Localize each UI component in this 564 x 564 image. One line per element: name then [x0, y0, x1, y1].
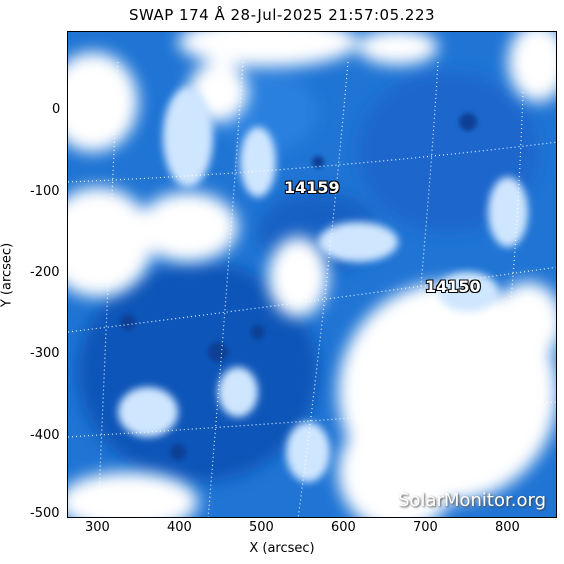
solar-euv-image — [68, 32, 556, 517]
solar-image-plot: 14159 14150 SolarMonitor.org — [67, 31, 557, 518]
y-tick-label: 0 — [52, 102, 61, 117]
watermark: SolarMonitor.org — [398, 490, 546, 511]
active-region-label: 14150 — [425, 277, 481, 296]
x-tick-label: 400 — [167, 520, 192, 535]
image-title: SWAP 174 Å 28-Jul-2025 21:57:05.223 — [128, 6, 436, 24]
y-axis-label: Y (arcsec) — [0, 242, 15, 308]
y-tick-label: -500 — [30, 506, 60, 521]
active-region-label: 14159 — [284, 178, 340, 197]
y-tick-label: -200 — [30, 265, 60, 280]
y-tick-label: -400 — [30, 428, 60, 443]
y-tick-label: -100 — [30, 184, 60, 199]
x-tick-label: 700 — [413, 520, 438, 535]
x-tick-label: 800 — [495, 520, 520, 535]
x-tick-label: 600 — [331, 520, 356, 535]
x-axis-label: X (arcsec) — [249, 541, 315, 556]
x-tick-label: 500 — [249, 520, 274, 535]
x-tick-label: 300 — [85, 520, 110, 535]
y-tick-label: -300 — [30, 346, 60, 361]
